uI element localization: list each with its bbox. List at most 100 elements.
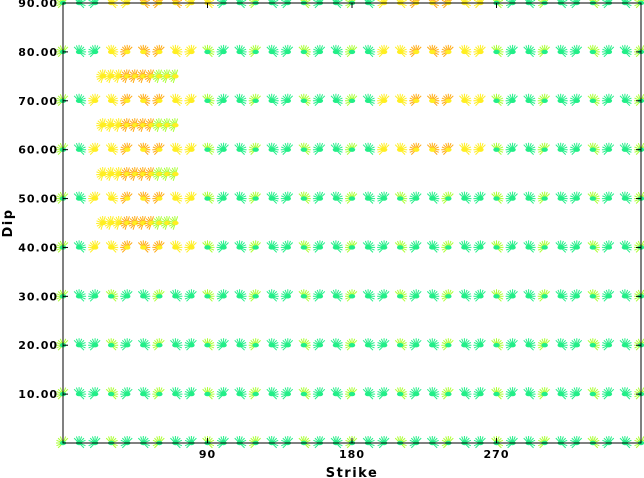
mechanism-marker	[184, 191, 197, 204]
mechanism-marker	[441, 289, 454, 302]
detail-mechanism-marker	[168, 118, 179, 133]
mechanism-marker	[234, 191, 247, 204]
mechanism-marker	[330, 240, 343, 253]
mechanism-marker	[120, 240, 133, 253]
mechanism-marker	[107, 0, 119, 9]
mechanism-marker	[120, 387, 133, 400]
detail-mechanism-marker	[160, 167, 171, 181]
mechanism-marker	[505, 289, 518, 302]
detail-mechanism-marker	[160, 215, 171, 230]
mechanism-marker	[426, 191, 440, 204]
mechanism-marker	[473, 435, 486, 449]
mechanism-marker	[170, 435, 183, 449]
mechanism-marker	[491, 44, 504, 58]
mechanism-marker	[505, 0, 517, 9]
mechanism-marker	[298, 387, 311, 400]
y-tick-label: 90.00	[18, 0, 58, 10]
detail-mechanism-marker	[104, 167, 115, 181]
mechanism-marker	[120, 191, 133, 204]
mechanism-marker	[377, 387, 390, 400]
mechanism-marker	[621, 0, 632, 9]
mechanism-marker	[248, 142, 261, 155]
mechanism-marker	[555, 240, 568, 253]
mechanism-marker	[362, 289, 376, 302]
mechanism-marker	[409, 387, 422, 400]
mechanism-marker	[216, 44, 229, 58]
mechanism-marker	[73, 93, 87, 107]
detail-mechanism-marker	[96, 215, 107, 230]
mechanism-marker	[312, 93, 326, 107]
mechanism-marker	[409, 240, 422, 253]
mechanism-marker	[569, 338, 583, 351]
mechanism-marker	[298, 142, 311, 155]
mechanism-marker	[459, 338, 472, 351]
mechanism-marker	[170, 93, 183, 107]
mechanism-marker	[202, 44, 215, 58]
mechanism-marker	[184, 0, 196, 9]
mechanism-marker	[409, 191, 422, 204]
mechanism-marker	[56, 436, 69, 449]
mechanism-marker	[441, 0, 453, 9]
mechanism-marker	[152, 93, 165, 107]
mechanism-marker	[362, 142, 376, 155]
mechanism-marker	[152, 435, 165, 449]
mechanism-marker	[523, 387, 536, 400]
mechanism-marker	[459, 240, 472, 253]
mechanism-marker	[330, 44, 343, 58]
mechanism-marker	[73, 191, 87, 204]
detail-mechanism-marker	[104, 69, 115, 84]
mechanism-marker	[601, 93, 615, 107]
mechanism-marker	[523, 142, 536, 155]
mechanism-marker	[234, 240, 247, 253]
mechanism-marker	[170, 289, 183, 302]
mechanism-marker	[120, 338, 133, 351]
mechanism-marker	[312, 191, 326, 204]
mechanism-marker	[330, 191, 343, 204]
mechanism-marker	[619, 289, 632, 302]
mechanism-marker	[344, 142, 358, 155]
mechanism-marker	[312, 387, 326, 400]
mechanism-marker	[426, 142, 440, 155]
mechanism-marker	[428, 0, 440, 9]
mechanism-marker	[396, 0, 408, 9]
y-tick-label: 80.00	[18, 46, 58, 59]
mechanism-marker	[377, 44, 390, 58]
mechanism-marker	[362, 387, 376, 400]
mechanism-marker	[459, 435, 472, 449]
mechanism-marker	[362, 435, 376, 449]
detail-mechanism-marker	[96, 118, 107, 133]
mechanism-marker	[170, 44, 183, 58]
mechanism-marker	[184, 44, 197, 58]
detail-mechanism-marker	[168, 215, 179, 230]
mechanism-marker	[88, 240, 101, 253]
detail-mechanism-marker	[160, 118, 171, 133]
mechanism-marker	[459, 289, 472, 302]
mechanism-marker	[537, 93, 550, 107]
mechanism-marker	[473, 289, 486, 302]
mechanism-marker	[248, 191, 261, 204]
mechanism-marker	[216, 0, 228, 9]
mechanism-marker	[330, 338, 343, 351]
mechanism-marker	[505, 142, 518, 155]
mechanism-marker	[587, 240, 600, 253]
mechanism-marker	[409, 289, 422, 302]
mechanism-marker	[523, 240, 536, 253]
detail-mechanism-marker	[144, 69, 155, 84]
mechanism-marker	[152, 191, 165, 204]
mechanism-marker	[216, 240, 229, 253]
mechanism-marker	[426, 44, 440, 58]
mechanism-marker	[441, 435, 454, 449]
mechanism-marker	[266, 435, 279, 449]
mechanism-marker	[234, 44, 247, 58]
mechanism-marker	[248, 44, 261, 58]
mechanism-marker	[619, 240, 632, 253]
mechanism-marker	[120, 0, 131, 9]
mechanism-marker	[394, 435, 408, 449]
mechanism-marker	[202, 142, 215, 155]
mechanism-marker	[202, 387, 215, 400]
detail-mechanism-marker	[160, 69, 171, 84]
mechanism-marker	[280, 240, 294, 253]
mechanism-marker	[202, 240, 215, 253]
mechanism-marker	[266, 338, 279, 351]
mechanism-marker	[491, 338, 504, 351]
